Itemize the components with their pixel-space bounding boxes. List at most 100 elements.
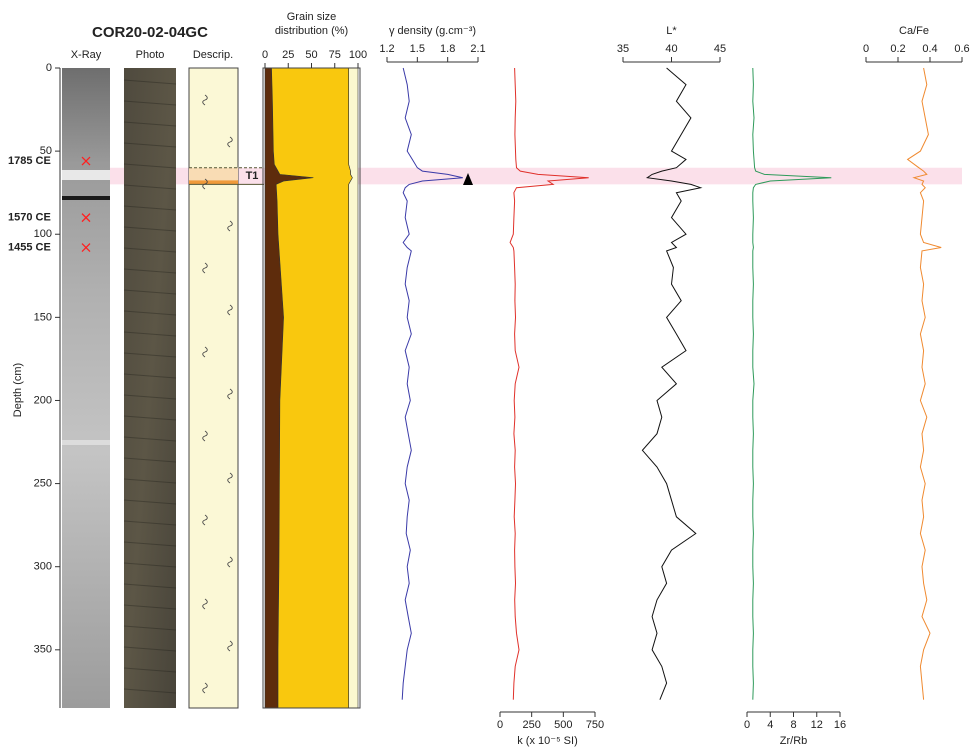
bioturbation-symbol [227, 388, 233, 400]
photo-texture [123, 121, 177, 127]
photo-texture [123, 142, 177, 148]
y-tick-label: 0 [46, 62, 52, 74]
age-marker [81, 243, 91, 252]
x-tick-label: 0 [262, 49, 268, 61]
profile-line [906, 67, 942, 700]
photo-texture [123, 100, 177, 106]
age-label: 1455 CE [8, 241, 51, 253]
bioturbation-symbol [227, 472, 233, 484]
profile-line [752, 67, 832, 700]
x-tick-label: 0.2 [890, 43, 905, 55]
photo-texture [123, 625, 177, 631]
photo-texture [123, 541, 177, 547]
photo-texture [123, 163, 177, 169]
photo-texture [123, 415, 177, 421]
xray-image [62, 68, 110, 708]
x-tick-label: 16 [834, 719, 846, 731]
xray-core-break [62, 196, 110, 200]
x-tick-label: 1.8 [440, 43, 455, 55]
age-label: 1570 CE [8, 212, 51, 224]
photo-texture [123, 394, 177, 400]
bioturbation-symbol [202, 598, 208, 610]
x-tick-label: 2.1 [470, 43, 485, 55]
bioturbation-symbol [227, 304, 233, 316]
x-tick-label: 0 [863, 43, 869, 55]
age-label: 1785 CE [8, 155, 51, 167]
bioturbation-symbol [202, 514, 208, 526]
bioturbation-symbol [202, 94, 208, 106]
y-tick-label: 350 [34, 644, 52, 656]
bioturbation-symbol [202, 178, 208, 190]
y-tick-label: 100 [34, 228, 52, 240]
profile-line [509, 67, 589, 700]
x-tick-label: 1.5 [410, 43, 425, 55]
bioturbation-symbol [202, 430, 208, 442]
photo-texture [123, 562, 177, 568]
x-tick-label: 4 [767, 719, 773, 731]
x-tick-label: 50 [305, 49, 317, 61]
y-tick-label: 250 [34, 477, 52, 489]
photo-texture [123, 667, 177, 673]
y-tick-label: 200 [34, 394, 52, 406]
event-label: T1 [246, 170, 259, 182]
core-title: COR20-02-04GC [92, 24, 208, 41]
x-tick-label: 40 [665, 43, 677, 55]
panel-title: distribution (%) [275, 25, 348, 37]
photo-texture [123, 604, 177, 610]
description-column [188, 67, 239, 709]
photo-texture [123, 352, 177, 358]
x-tick-label: 0 [497, 719, 503, 731]
bioturbation-symbol [202, 346, 208, 358]
photo-texture [123, 289, 177, 295]
xray-bright-layer [62, 170, 110, 180]
y-tick-label: 150 [34, 311, 52, 323]
axis-title: k (x 10⁻⁵ SI) [517, 735, 578, 747]
grain-size-area [271, 67, 353, 709]
bioturbation-symbol [227, 640, 233, 652]
event-marker [463, 173, 473, 185]
profile-line [641, 67, 703, 700]
photo-texture [123, 268, 177, 274]
photo-texture [123, 184, 177, 190]
axis-title: L* [666, 25, 677, 37]
y-tick-label: 300 [34, 561, 52, 573]
x-tick-label: 0.6 [954, 43, 969, 55]
photo-texture [123, 499, 177, 505]
x-tick-label: 25 [282, 49, 294, 61]
photo-texture [123, 310, 177, 316]
bioturbation-symbol [202, 682, 208, 694]
column-header: Descrip. [193, 49, 233, 61]
bioturbation-symbol [227, 136, 233, 148]
photo-texture [123, 457, 177, 463]
y-axis-title: Depth (cm) [12, 363, 24, 417]
xray-stripe [62, 440, 110, 445]
photo-texture [123, 583, 177, 589]
x-tick-label: 12 [811, 719, 823, 731]
photo-texture [123, 205, 177, 211]
description-event-layer [189, 167, 238, 181]
profile-line [401, 67, 463, 700]
photo-image [124, 68, 176, 708]
column-header: X-Ray [71, 49, 102, 61]
y-tick-label: 50 [40, 145, 52, 157]
x-tick-label: 0.4 [922, 43, 937, 55]
bioturbation-symbol [227, 220, 233, 232]
bioturbation-symbol [227, 556, 233, 568]
description-event-base [189, 180, 238, 185]
photo-texture [123, 688, 177, 694]
photo-texture [123, 226, 177, 232]
panel-title: Grain size [287, 11, 337, 23]
bioturbation-symbol [202, 262, 208, 274]
x-tick-label: 8 [790, 719, 796, 731]
age-marker [81, 213, 91, 223]
photo-texture [123, 79, 177, 85]
x-tick-label: 1.2 [379, 43, 394, 55]
photo-texture [123, 646, 177, 652]
x-tick-label: 0 [744, 719, 750, 731]
x-tick-label: 100 [349, 49, 367, 61]
photo-texture [123, 478, 177, 484]
axis-title: Ca/Fe [899, 25, 929, 37]
x-tick-label: 45 [714, 43, 726, 55]
x-tick-label: 35 [617, 43, 629, 55]
